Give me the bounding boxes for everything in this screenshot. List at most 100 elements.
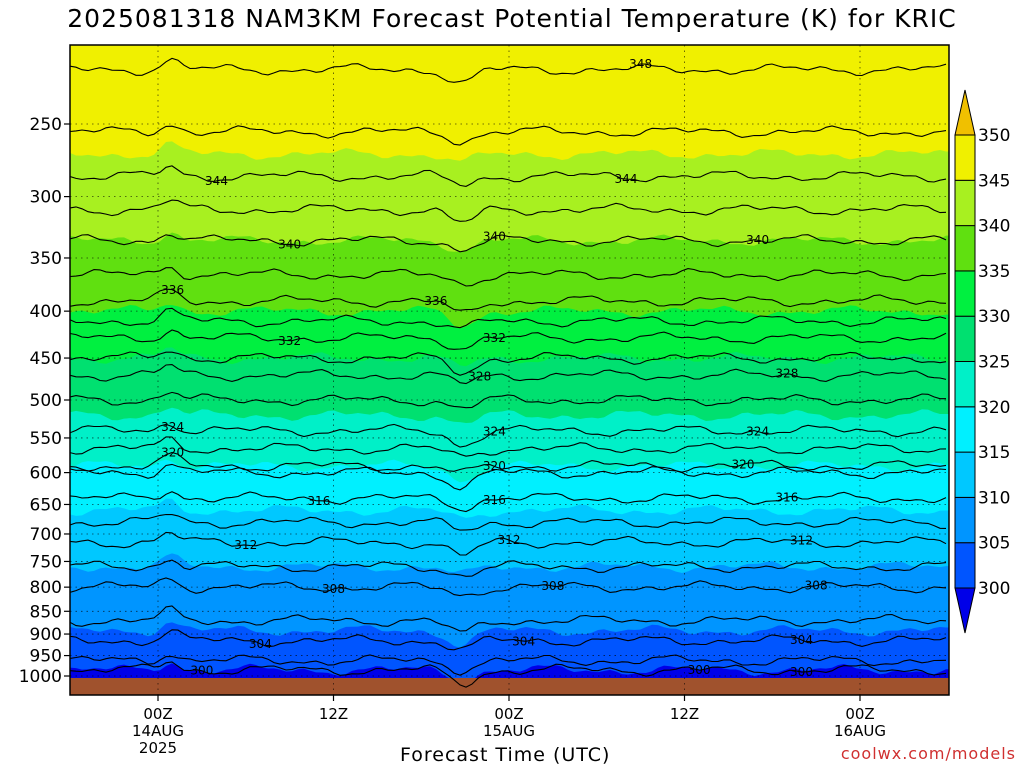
- contour-label-320: 320: [161, 446, 184, 460]
- contour-label-336: 336: [424, 294, 447, 308]
- contour-label-320: 320: [483, 459, 506, 473]
- contour-label-340: 340: [746, 233, 769, 247]
- contour-label-300: 300: [190, 664, 213, 678]
- xtick-label-6-2: 2025: [139, 739, 177, 757]
- ytick-label-350: 350: [30, 249, 62, 269]
- contour-336: [70, 288, 947, 311]
- isentrope-contours: [70, 57, 947, 688]
- contour-338: [70, 267, 947, 287]
- ytick-label-500: 500: [30, 391, 62, 411]
- contour-label-324: 324: [161, 420, 184, 434]
- ground-surface: [70, 678, 949, 695]
- colorbar-segment-345: [954, 134, 976, 181]
- contour-label-332: 332: [278, 334, 301, 348]
- colorbar-label-300: 300: [978, 579, 1010, 599]
- ytick-label-800: 800: [30, 578, 62, 598]
- colorbar-label-320: 320: [978, 398, 1010, 418]
- colorbar-top-arrow: [954, 89, 976, 136]
- ytick-label-650: 650: [30, 495, 62, 515]
- xtick-label-30-1: 15AUG: [483, 722, 535, 740]
- colorbar-label-325: 325: [978, 353, 1010, 373]
- contour-label-316: 316: [483, 493, 506, 507]
- contour-label-304: 304: [249, 637, 272, 651]
- colorbar-segment-310: [954, 451, 976, 498]
- contour-302: [70, 654, 947, 676]
- contour-348: [70, 57, 947, 83]
- fill-band-345: [70, 45, 949, 161]
- x-axis-title: Forecast Time (UTC): [400, 744, 611, 766]
- contour-342: [70, 199, 947, 222]
- xtick-label-54-1: 16AUG: [834, 722, 886, 740]
- ytick-label-550: 550: [30, 429, 62, 449]
- ytick-label-400: 400: [30, 302, 62, 322]
- colorbar-label-335: 335: [978, 262, 1010, 282]
- xtick-label-42-0: 12Z: [670, 705, 699, 723]
- contour-label-308: 308: [322, 582, 345, 596]
- contour-322: [70, 436, 947, 457]
- contour-314: [70, 513, 947, 531]
- contour-324: [70, 423, 947, 448]
- ytick-label-850: 850: [30, 602, 62, 622]
- contour-label-312: 312: [234, 538, 257, 552]
- colorbar-segment-315: [954, 406, 976, 453]
- contour-344: [70, 165, 947, 187]
- colorbar-label-315: 315: [978, 443, 1010, 463]
- contour-label-328: 328: [775, 367, 798, 381]
- ytick-label-700: 700: [30, 525, 62, 545]
- contour-label-316: 316: [775, 490, 798, 504]
- ytick-label-1000: 1000: [19, 667, 62, 687]
- contour-332: [70, 329, 947, 350]
- xtick-label-30-0: 00Z: [494, 705, 523, 723]
- contour-310: [70, 559, 947, 577]
- contour-316: [70, 491, 947, 513]
- chart-title: 2025081318 NAM3KM Forecast Potential Tem…: [67, 4, 957, 33]
- ground-fill: [70, 678, 949, 695]
- xtick-label-6-1: 14AUG: [132, 722, 184, 740]
- contour-320: [70, 451, 947, 473]
- contour-label-344: 344: [615, 172, 638, 186]
- contour-340: [70, 234, 947, 253]
- contour-label-340: 340: [278, 237, 301, 251]
- contour-label-332: 332: [483, 331, 506, 345]
- contour-326: [70, 391, 946, 409]
- contour-308: [70, 577, 947, 597]
- contour-300: [70, 661, 947, 688]
- colorbar-label-330: 330: [978, 307, 1010, 327]
- colorbar-label-345: 345: [978, 171, 1010, 191]
- contour-306: [70, 605, 947, 632]
- contour-label-324: 324: [746, 424, 769, 438]
- contour-labels: 300 300 300 304 304 304 308 308 308 312 312 312 316 3…: [161, 57, 827, 679]
- contour-label-348: 348: [629, 57, 652, 71]
- fill-band-350: [70, 23, 949, 45]
- ytick-label-950: 950: [30, 647, 62, 667]
- colorbar-bottom-arrow: [954, 587, 976, 634]
- contour-label-304: 304: [512, 634, 535, 648]
- contour-label-300: 300: [790, 665, 813, 679]
- colorbar: 300 305 310 315 320 325 330 335 340 345 350: [954, 89, 1010, 634]
- contour-304: [70, 629, 947, 651]
- colorbar-segment-320: [954, 361, 976, 408]
- contour-label-312: 312: [498, 533, 521, 547]
- contour-label-304: 304: [790, 633, 813, 647]
- colorbar-segment-305: [954, 496, 976, 544]
- contour-318: [70, 463, 947, 491]
- colorbar-label-340: 340: [978, 217, 1010, 237]
- colorbar-label-350: 350: [978, 126, 1010, 146]
- contour-label-312: 312: [790, 534, 813, 548]
- contour-label-324: 324: [483, 424, 506, 438]
- contour-label-328: 328: [468, 369, 491, 383]
- colorbar-segment-335: [954, 225, 976, 272]
- contour-label-336: 336: [161, 283, 184, 297]
- colorbar-segment-330: [954, 270, 976, 317]
- ytick-label-900: 900: [30, 625, 62, 645]
- contour-label-340: 340: [483, 230, 506, 244]
- site-credit: coolwx.com/models: [840, 744, 1016, 763]
- contour-334: [70, 307, 947, 329]
- xtick-label-54-0: 00Z: [845, 705, 874, 723]
- colorbar-segment-325: [954, 315, 976, 363]
- contour-312: [70, 531, 947, 556]
- potential-temperature-fill: [70, 23, 949, 695]
- colorbar-segment-300: [954, 542, 976, 589]
- colorbar-segment-340: [954, 179, 976, 227]
